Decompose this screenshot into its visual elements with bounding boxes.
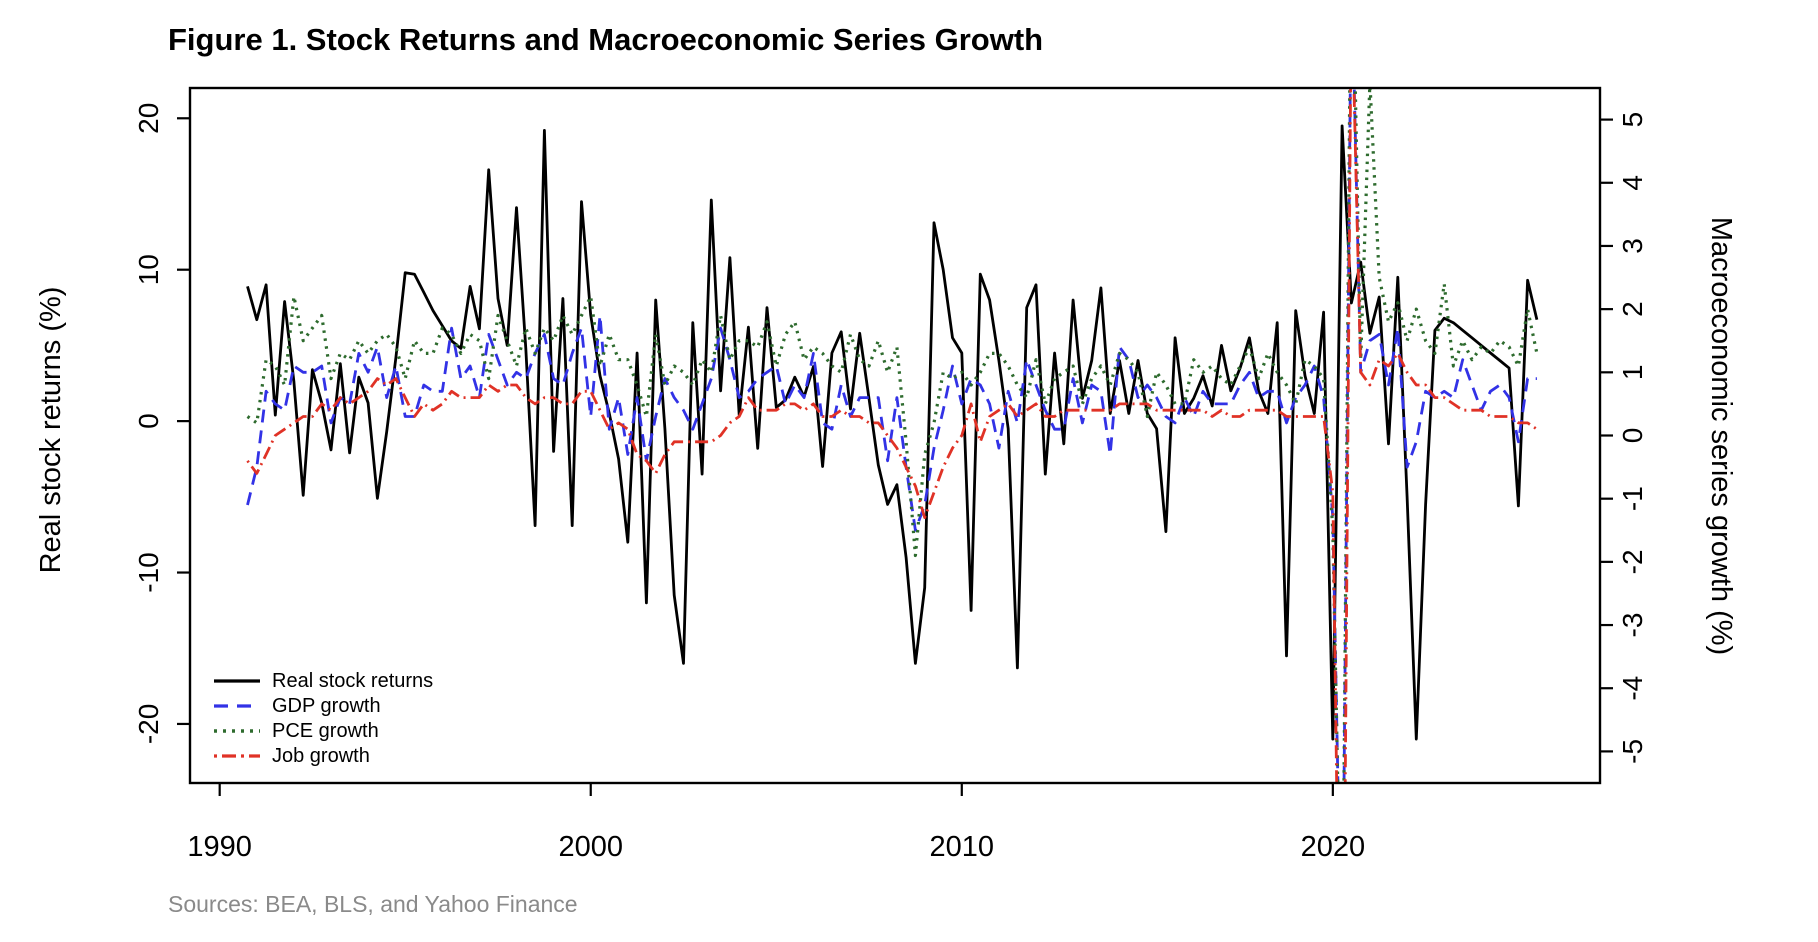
chart-title: Figure 1. Stock Returns and Macroeconomi… <box>168 22 1043 57</box>
y-left-tick-label: -20 <box>133 704 164 744</box>
legend-label-job-growth: Job growth <box>272 745 370 767</box>
series-line-pce-growth <box>246 88 1539 783</box>
y-right-tick-label: 5 <box>1617 112 1648 128</box>
source-note: Sources: BEA, BLS, and Yahoo Finance <box>168 891 578 917</box>
y-right-tick-label: 4 <box>1617 175 1648 191</box>
x-tick-label: 2010 <box>930 831 995 863</box>
x-tick-label: 2000 <box>558 831 623 863</box>
legend-label-real-stock-returns: Real stock returns <box>272 670 433 692</box>
y-right-tick-label: -2 <box>1617 549 1648 574</box>
y-left-axis-label: Real stock returns (%) <box>35 287 67 574</box>
y-right-tick-label: -3 <box>1617 613 1648 638</box>
x-tick-label: 2020 <box>1301 831 1366 863</box>
series-line-job-growth <box>246 88 1538 783</box>
y-right-tick-label: 1 <box>1617 365 1648 381</box>
plot-frame <box>188 86 1602 785</box>
y-right-axis-label: Macroeconomic series growth (%) <box>1705 217 1737 655</box>
legend-group: Real stock returns GDP growth PCE growth Jo… <box>214 670 433 767</box>
y-left-tick-label: -10 <box>133 552 164 592</box>
y-left-tick-label: 20 <box>133 103 164 134</box>
y-right-tick-label: 3 <box>1617 238 1648 254</box>
y-right-tick-label: -1 <box>1617 486 1648 511</box>
series-line-real-stock-returns <box>246 124 1539 741</box>
y-right-tick-label: 0 <box>1617 428 1648 444</box>
y-right-tick-label: 2 <box>1617 301 1648 317</box>
y-left-tick-label: 10 <box>133 254 164 285</box>
legend-label-pce-growth: PCE growth <box>272 720 379 742</box>
x-tick-label: 1990 <box>187 831 252 863</box>
series-group <box>246 88 1539 783</box>
y-right-tick-label: -5 <box>1617 739 1648 764</box>
legend-label-gdp-growth: GDP growth <box>272 695 381 717</box>
y-left-tick-label: 0 <box>133 413 164 429</box>
y-right-tick-label: -4 <box>1617 676 1648 701</box>
